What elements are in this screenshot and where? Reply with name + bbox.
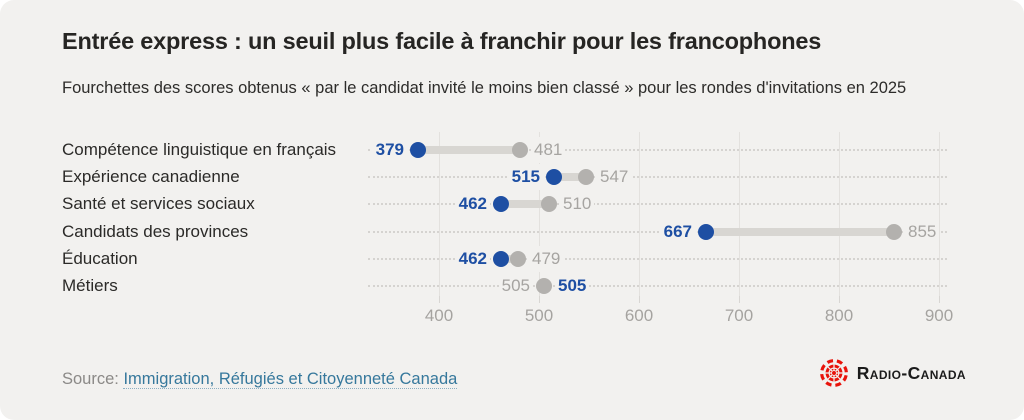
range-min-dot: [546, 169, 562, 186]
category-label: Métiers: [62, 273, 122, 299]
leader-dotted-line: [368, 176, 947, 179]
gridline: [939, 132, 940, 296]
leader-dotted-line: [368, 230, 947, 233]
source-label: Source:: [62, 370, 119, 388]
range-max-label: 505: [498, 273, 533, 299]
range-max-label: 510: [560, 191, 595, 218]
range-bar: [554, 173, 586, 182]
chart-row: Santé et services sociaux 462 510: [0, 191, 1024, 218]
range-max-dot: [512, 142, 528, 158]
range-max-dot: [886, 223, 902, 240]
leader-dotted-line: [368, 149, 947, 151]
category-label: Candidats des provinces: [62, 218, 253, 245]
axis-tick: [439, 296, 440, 303]
range-min-label: 667: [660, 218, 695, 245]
category-label: Expérience canadienne: [62, 164, 244, 191]
chart-row: Candidats des provinces 667 855: [0, 218, 1024, 245]
gridline: [539, 132, 540, 296]
chart-row: Compétence linguistique en français 379 48…: [0, 137, 1024, 163]
range-min-dot: [493, 196, 509, 213]
axis-tick: [539, 296, 540, 303]
range-min-label: 462: [455, 245, 490, 272]
axis-tick-label: 600: [624, 306, 654, 325]
source-line: Source: Immigration, Réfugiés et Citoyen…: [62, 370, 458, 389]
range-max-label: 479: [529, 245, 564, 272]
range-max-dot: [510, 250, 526, 267]
range-min-label: 462: [455, 191, 490, 218]
source-link[interactable]: Immigration, Réfugiés et Citoyenneté Can…: [123, 370, 458, 389]
axis-tick: [939, 296, 940, 303]
axis-tick: [639, 296, 640, 303]
chart-row: Expérience canadienne 515 547: [0, 164, 1024, 191]
range-max-label: 481: [531, 137, 566, 163]
range-max-dot: [536, 278, 552, 294]
category-label: Santé et services sociaux: [62, 191, 259, 218]
axis-tick-label: 500: [524, 306, 554, 325]
radio-canada-logo: Radio-Canada: [819, 358, 966, 388]
range-min-label: 515: [508, 164, 543, 191]
cbc-gem-icon: [819, 359, 848, 387]
range-max-dot: [578, 169, 594, 186]
range-min-dot: [493, 250, 509, 267]
gridline: [739, 132, 740, 296]
category-label: Compétence linguistique en français: [62, 137, 341, 163]
gridline: [639, 132, 640, 296]
gridline: [439, 132, 440, 296]
range-max-label: 855: [905, 218, 940, 245]
leader-dotted-line: [368, 257, 947, 260]
range-bar: [418, 146, 520, 154]
range-min-dot: [410, 142, 426, 158]
chart-subtitle: Fourchettes des scores obtenus « par le …: [62, 79, 907, 97]
category-label: Éducation: [62, 245, 142, 272]
leader-dotted-line: [368, 285, 947, 287]
range-max-label: 547: [597, 164, 632, 191]
range-min-label: 379: [372, 137, 407, 163]
range-bar: [706, 227, 894, 236]
chart-row: Éducation 462 479: [0, 245, 1024, 272]
axis-tick-label: 900: [924, 306, 954, 325]
axis-tick: [839, 296, 840, 303]
range-min-dot: [698, 223, 714, 240]
axis-tick-label: 800: [824, 306, 854, 325]
chart-row: Métiers 505 505: [0, 273, 1024, 299]
leader-dotted-line: [368, 203, 947, 206]
range-bar: [501, 200, 549, 209]
gridline: [839, 132, 840, 296]
range-bar: [501, 254, 518, 263]
axis-tick-label: 400: [424, 306, 454, 325]
axis-tick-label: 700: [724, 306, 754, 325]
range-max-dot: [541, 196, 557, 213]
chart-title: Entrée express : un seuil plus facile à …: [62, 28, 822, 54]
range-min-label: 505: [555, 273, 590, 299]
radio-canada-wordmark: Radio-Canada: [856, 362, 966, 383]
axis-tick: [739, 296, 740, 303]
